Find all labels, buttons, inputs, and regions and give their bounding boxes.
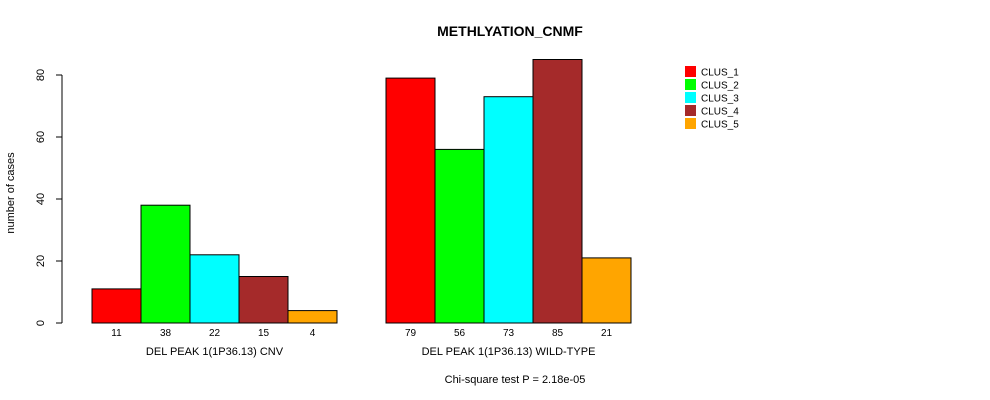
bar-clus-1-group-2	[385, 77, 436, 324]
y-tick-label: 20	[35, 255, 47, 267]
y-tick-label: 0	[35, 320, 47, 326]
count-labels: 11 38 22 15 4 79 56 73 85 21	[111, 328, 612, 339]
bar-count-label: 22	[209, 328, 221, 339]
legend-label: CLUS_3	[701, 94, 739, 105]
bar-clus-2-group-2	[434, 148, 485, 324]
y-tick-label: 60	[35, 131, 47, 143]
group-label: DEL PEAK 1(1P36.13) CNV	[146, 346, 284, 358]
bar-clus-4-group-1	[238, 276, 289, 324]
bar-count-label: 73	[503, 328, 515, 339]
legend-swatch	[685, 92, 696, 103]
legend-label: CLUS_5	[701, 120, 739, 131]
legend-label: CLUS_1	[701, 68, 739, 79]
legend-label: CLUS_4	[701, 107, 739, 118]
group-labels: DEL PEAK 1(1P36.13) CNV DEL PEAK 1(1P36.1…	[146, 346, 595, 358]
bar-clus-3-group-2	[483, 96, 534, 324]
y-axis: 0 20 40 60 80	[35, 69, 63, 326]
group-label: DEL PEAK 1(1P36.13) WILD-TYPE	[422, 346, 596, 358]
bar-count-label: 4	[310, 328, 316, 339]
legend-label: CLUS_2	[701, 81, 739, 92]
bar-clus-5-group-2	[581, 257, 632, 324]
bar-count-label: 21	[601, 328, 613, 339]
bar-count-label: 11	[111, 328, 122, 339]
footnote: Chi-square test P = 2.18e-05	[445, 374, 586, 386]
bar-clus-3-group-1	[189, 254, 240, 324]
y-axis-label: number of cases	[5, 152, 17, 234]
legend-swatch	[685, 105, 696, 116]
bar-count-label: 85	[552, 328, 564, 339]
bar-count-label: 15	[258, 328, 270, 339]
legend-swatch	[685, 66, 696, 77]
bar-count-label: 56	[454, 328, 466, 339]
y-tick-label: 40	[35, 193, 47, 205]
bar-count-label: 38	[160, 328, 172, 339]
legend: CLUS_1 CLUS_2 CLUS_3 CLUS_4 CLUS_5	[685, 66, 739, 131]
bars	[91, 59, 632, 324]
bar-clus-5-group-1	[287, 310, 338, 324]
bar-clus-4-group-2	[532, 59, 583, 324]
y-tick-label: 80	[35, 69, 47, 81]
bar-count-label: 79	[405, 328, 417, 339]
bar-clus-2-group-1	[140, 204, 191, 324]
legend-swatch	[685, 79, 696, 90]
bar-clus-1-group-1	[91, 288, 142, 324]
legend-swatch	[685, 118, 696, 129]
chart-title: METHLYATION_CNMF	[437, 23, 583, 39]
